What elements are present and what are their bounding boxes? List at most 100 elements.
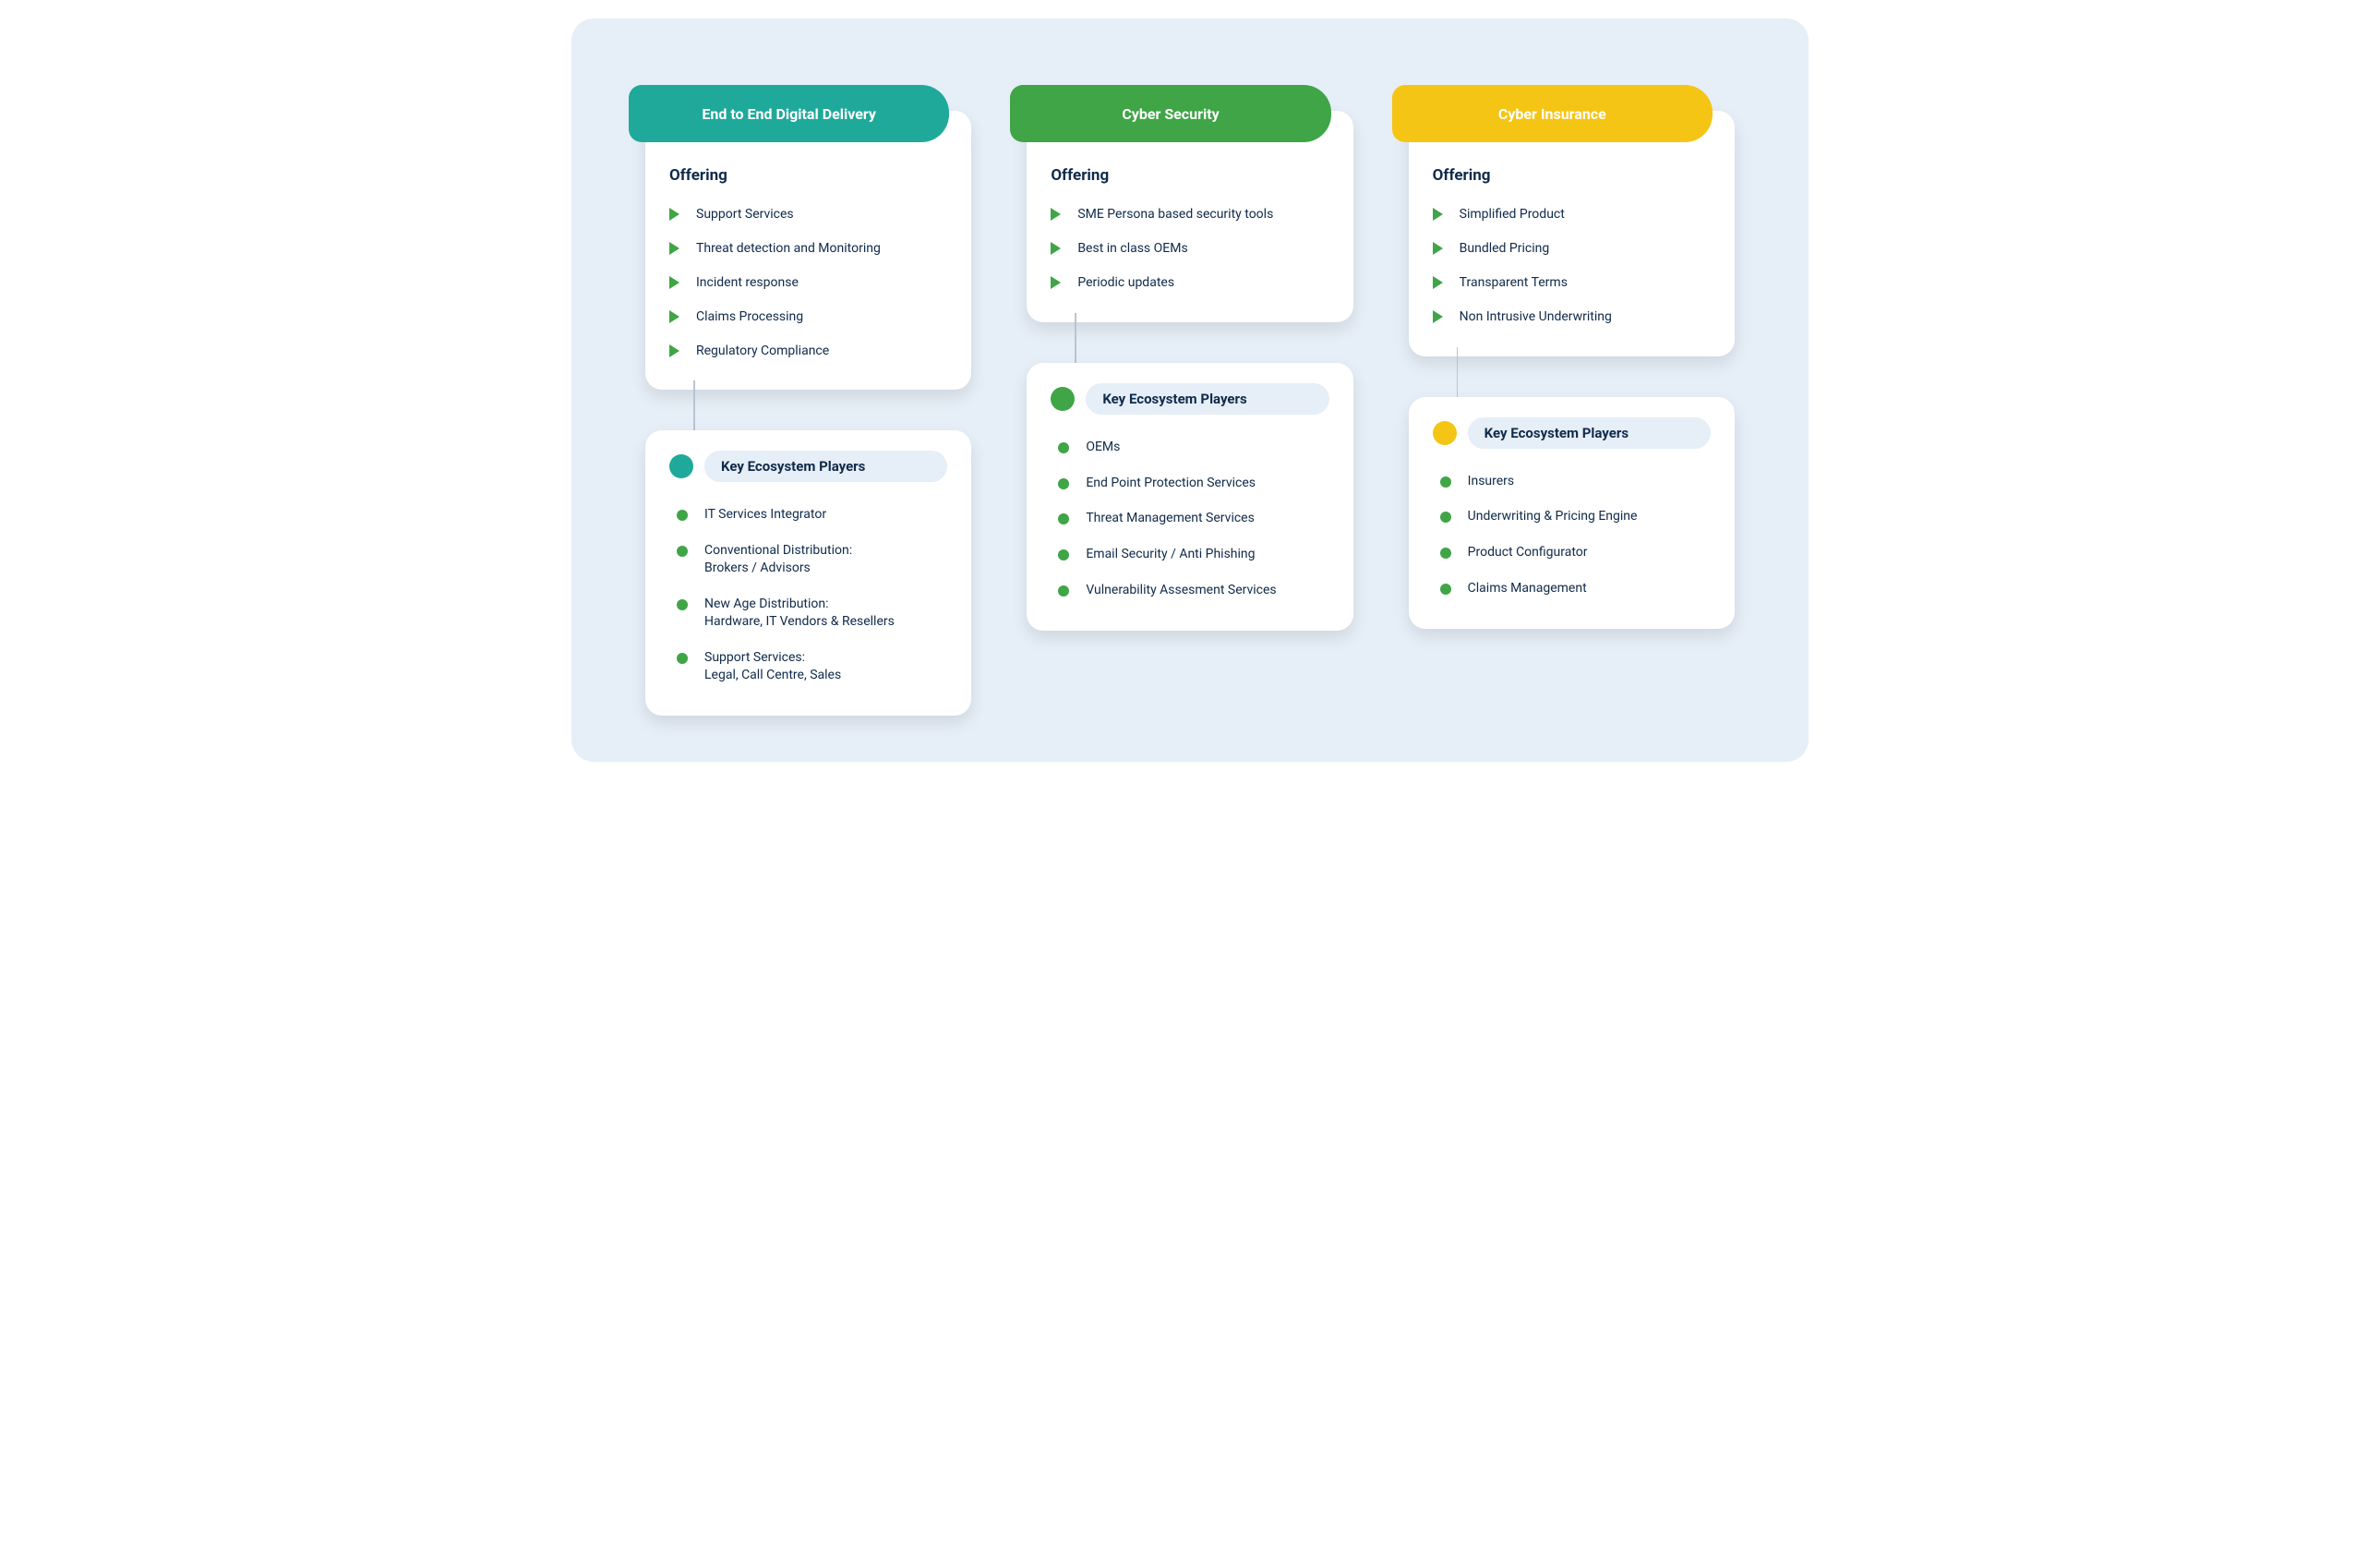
accent-dot-icon <box>1051 387 1075 411</box>
offering-heading: Offering <box>1051 166 1328 185</box>
card-connector <box>1027 322 1352 363</box>
offering-card: Cyber InsuranceOfferingSimplified Produc… <box>1409 111 1735 356</box>
offering-item-label: Best in class OEMs <box>1077 240 1187 258</box>
triangle-bullet-icon <box>1051 208 1061 221</box>
offering-item-label: Periodic updates <box>1077 274 1174 292</box>
card-connector <box>1409 356 1735 397</box>
offering-item: Non Intrusive Underwriting <box>1433 300 1711 334</box>
dot-bullet-icon <box>1058 549 1069 561</box>
player-item: Claims Management <box>1433 571 1711 607</box>
offering-item: Threat detection and Monitoring <box>669 232 947 266</box>
offering-list: Simplified Product Bundled Pricing Transpa… <box>1433 198 1711 334</box>
ribbon-header: End to End Digital Delivery <box>629 85 949 142</box>
column: Cyber SecurityOfferingSME Persona based … <box>1027 74 1352 716</box>
dot-bullet-icon <box>677 599 688 610</box>
triangle-bullet-icon <box>1051 276 1061 289</box>
players-header-row: Key Ecosystem Players <box>669 451 947 482</box>
player-item-label: End Point Protection Services <box>1086 475 1256 492</box>
player-item-label: Email Security / Anti Phishing <box>1086 546 1255 563</box>
columns-container: End to End Digital DeliveryOfferingSuppo… <box>645 74 1735 716</box>
players-list: OEMs End Point Protection Services Threat … <box>1051 429 1328 609</box>
column: End to End Digital DeliveryOfferingSuppo… <box>645 74 971 716</box>
player-item: End Point Protection Services <box>1051 465 1328 501</box>
dot-bullet-icon <box>677 510 688 521</box>
card-connector <box>645 390 971 430</box>
offering-item-label: Non Intrusive Underwriting <box>1460 308 1612 326</box>
offering-item: Claims Processing <box>669 300 947 334</box>
triangle-bullet-icon <box>669 208 679 221</box>
offering-item: Incident response <box>669 266 947 300</box>
dot-bullet-icon <box>677 546 688 557</box>
offering-item: Bundled Pricing <box>1433 232 1711 266</box>
dot-bullet-icon <box>1440 476 1451 488</box>
players-heading: Key Ecosystem Players <box>704 451 947 482</box>
players-heading: Key Ecosystem Players <box>1468 417 1711 449</box>
column: Cyber InsuranceOfferingSimplified Produc… <box>1409 74 1735 716</box>
triangle-bullet-icon <box>669 276 679 289</box>
offering-item-label: Claims Processing <box>696 308 803 326</box>
dot-bullet-icon <box>1058 442 1069 453</box>
offering-item-label: Bundled Pricing <box>1460 240 1550 258</box>
triangle-bullet-icon <box>1051 242 1061 255</box>
player-item: Product Configurator <box>1433 535 1711 571</box>
offering-item-label: Regulatory Compliance <box>696 343 829 360</box>
player-item-label: Vulnerability Assesment Services <box>1086 582 1276 599</box>
players-header-row: Key Ecosystem Players <box>1433 417 1711 449</box>
players-list: Insurers Underwriting & Pricing Engine Pro… <box>1433 464 1711 608</box>
dot-bullet-icon <box>1440 548 1451 559</box>
offering-card: End to End Digital DeliveryOfferingSuppo… <box>645 111 971 390</box>
offering-heading: Offering <box>669 166 947 185</box>
offering-item-label: SME Persona based security tools <box>1077 206 1273 223</box>
player-item: Conventional Distribution: Brokers / Adv… <box>669 533 947 586</box>
player-item-label: Support Services: Legal, Call Centre, Sa… <box>704 649 841 684</box>
offering-item: Periodic updates <box>1051 266 1328 300</box>
players-list: IT Services Integrator Conventional Distr… <box>669 497 947 693</box>
player-item: Threat Management Services <box>1051 500 1328 536</box>
dot-bullet-icon <box>1440 584 1451 595</box>
infographic-canvas: End to End Digital Delivery Offering Suppo… <box>571 18 1809 762</box>
player-item-label: Threat Management Services <box>1086 510 1255 527</box>
dot-bullet-icon <box>1440 512 1451 523</box>
offering-item: Regulatory Compliance <box>669 334 947 368</box>
dot-bullet-icon <box>1058 513 1069 524</box>
player-item: New Age Distribution: Hardware, IT Vendo… <box>669 586 947 640</box>
players-card: Key Ecosystem Players IT Services Integra… <box>645 430 971 715</box>
offering-item: Simplified Product <box>1433 198 1711 232</box>
triangle-bullet-icon <box>1433 276 1443 289</box>
offering-item: SME Persona based security tools <box>1051 198 1328 232</box>
offering-item-label: Support Services <box>696 206 794 223</box>
player-item-label: Underwriting & Pricing Engine <box>1468 508 1638 525</box>
player-item-label: Conventional Distribution: Brokers / Adv… <box>704 542 852 577</box>
offering-list: SME Persona based security tools Best in … <box>1051 198 1328 300</box>
offering-item: Best in class OEMs <box>1051 232 1328 266</box>
ribbon-header: Cyber Security <box>1010 85 1330 142</box>
offering-item-label: Transparent Terms <box>1460 274 1568 292</box>
triangle-bullet-icon <box>1433 242 1443 255</box>
ribbon-header: Cyber Insurance <box>1392 85 1713 142</box>
player-item: Underwriting & Pricing Engine <box>1433 499 1711 535</box>
accent-dot-icon <box>1433 421 1457 445</box>
offering-item-label: Threat detection and Monitoring <box>696 240 881 258</box>
player-item: Vulnerability Assesment Services <box>1051 573 1328 609</box>
offering-card: Cyber SecurityOfferingSME Persona based … <box>1027 111 1352 322</box>
offering-item: Support Services <box>669 198 947 232</box>
player-item-label: Insurers <box>1468 473 1515 490</box>
player-item: Support Services: Legal, Call Centre, Sa… <box>669 640 947 693</box>
player-item: Insurers <box>1433 464 1711 500</box>
triangle-bullet-icon <box>669 310 679 323</box>
players-card: Key Ecosystem Players Insurers Underwritin… <box>1409 397 1735 630</box>
triangle-bullet-icon <box>669 344 679 357</box>
dot-bullet-icon <box>1058 478 1069 489</box>
players-header-row: Key Ecosystem Players <box>1051 383 1328 415</box>
player-item-label: Product Configurator <box>1468 544 1588 561</box>
dot-bullet-icon <box>1058 585 1069 597</box>
player-item-label: IT Services Integrator <box>704 506 826 524</box>
player-item: IT Services Integrator <box>669 497 947 533</box>
offering-item: Transparent Terms <box>1433 266 1711 300</box>
players-card: Key Ecosystem Players OEMs End Point Prote… <box>1027 363 1352 631</box>
player-item-label: Claims Management <box>1468 580 1587 597</box>
player-item-label: OEMs <box>1086 439 1120 456</box>
offering-list: Support Services Threat detection and Mon… <box>669 198 947 368</box>
offering-item-label: Simplified Product <box>1460 206 1565 223</box>
offering-heading: Offering <box>1433 166 1711 185</box>
